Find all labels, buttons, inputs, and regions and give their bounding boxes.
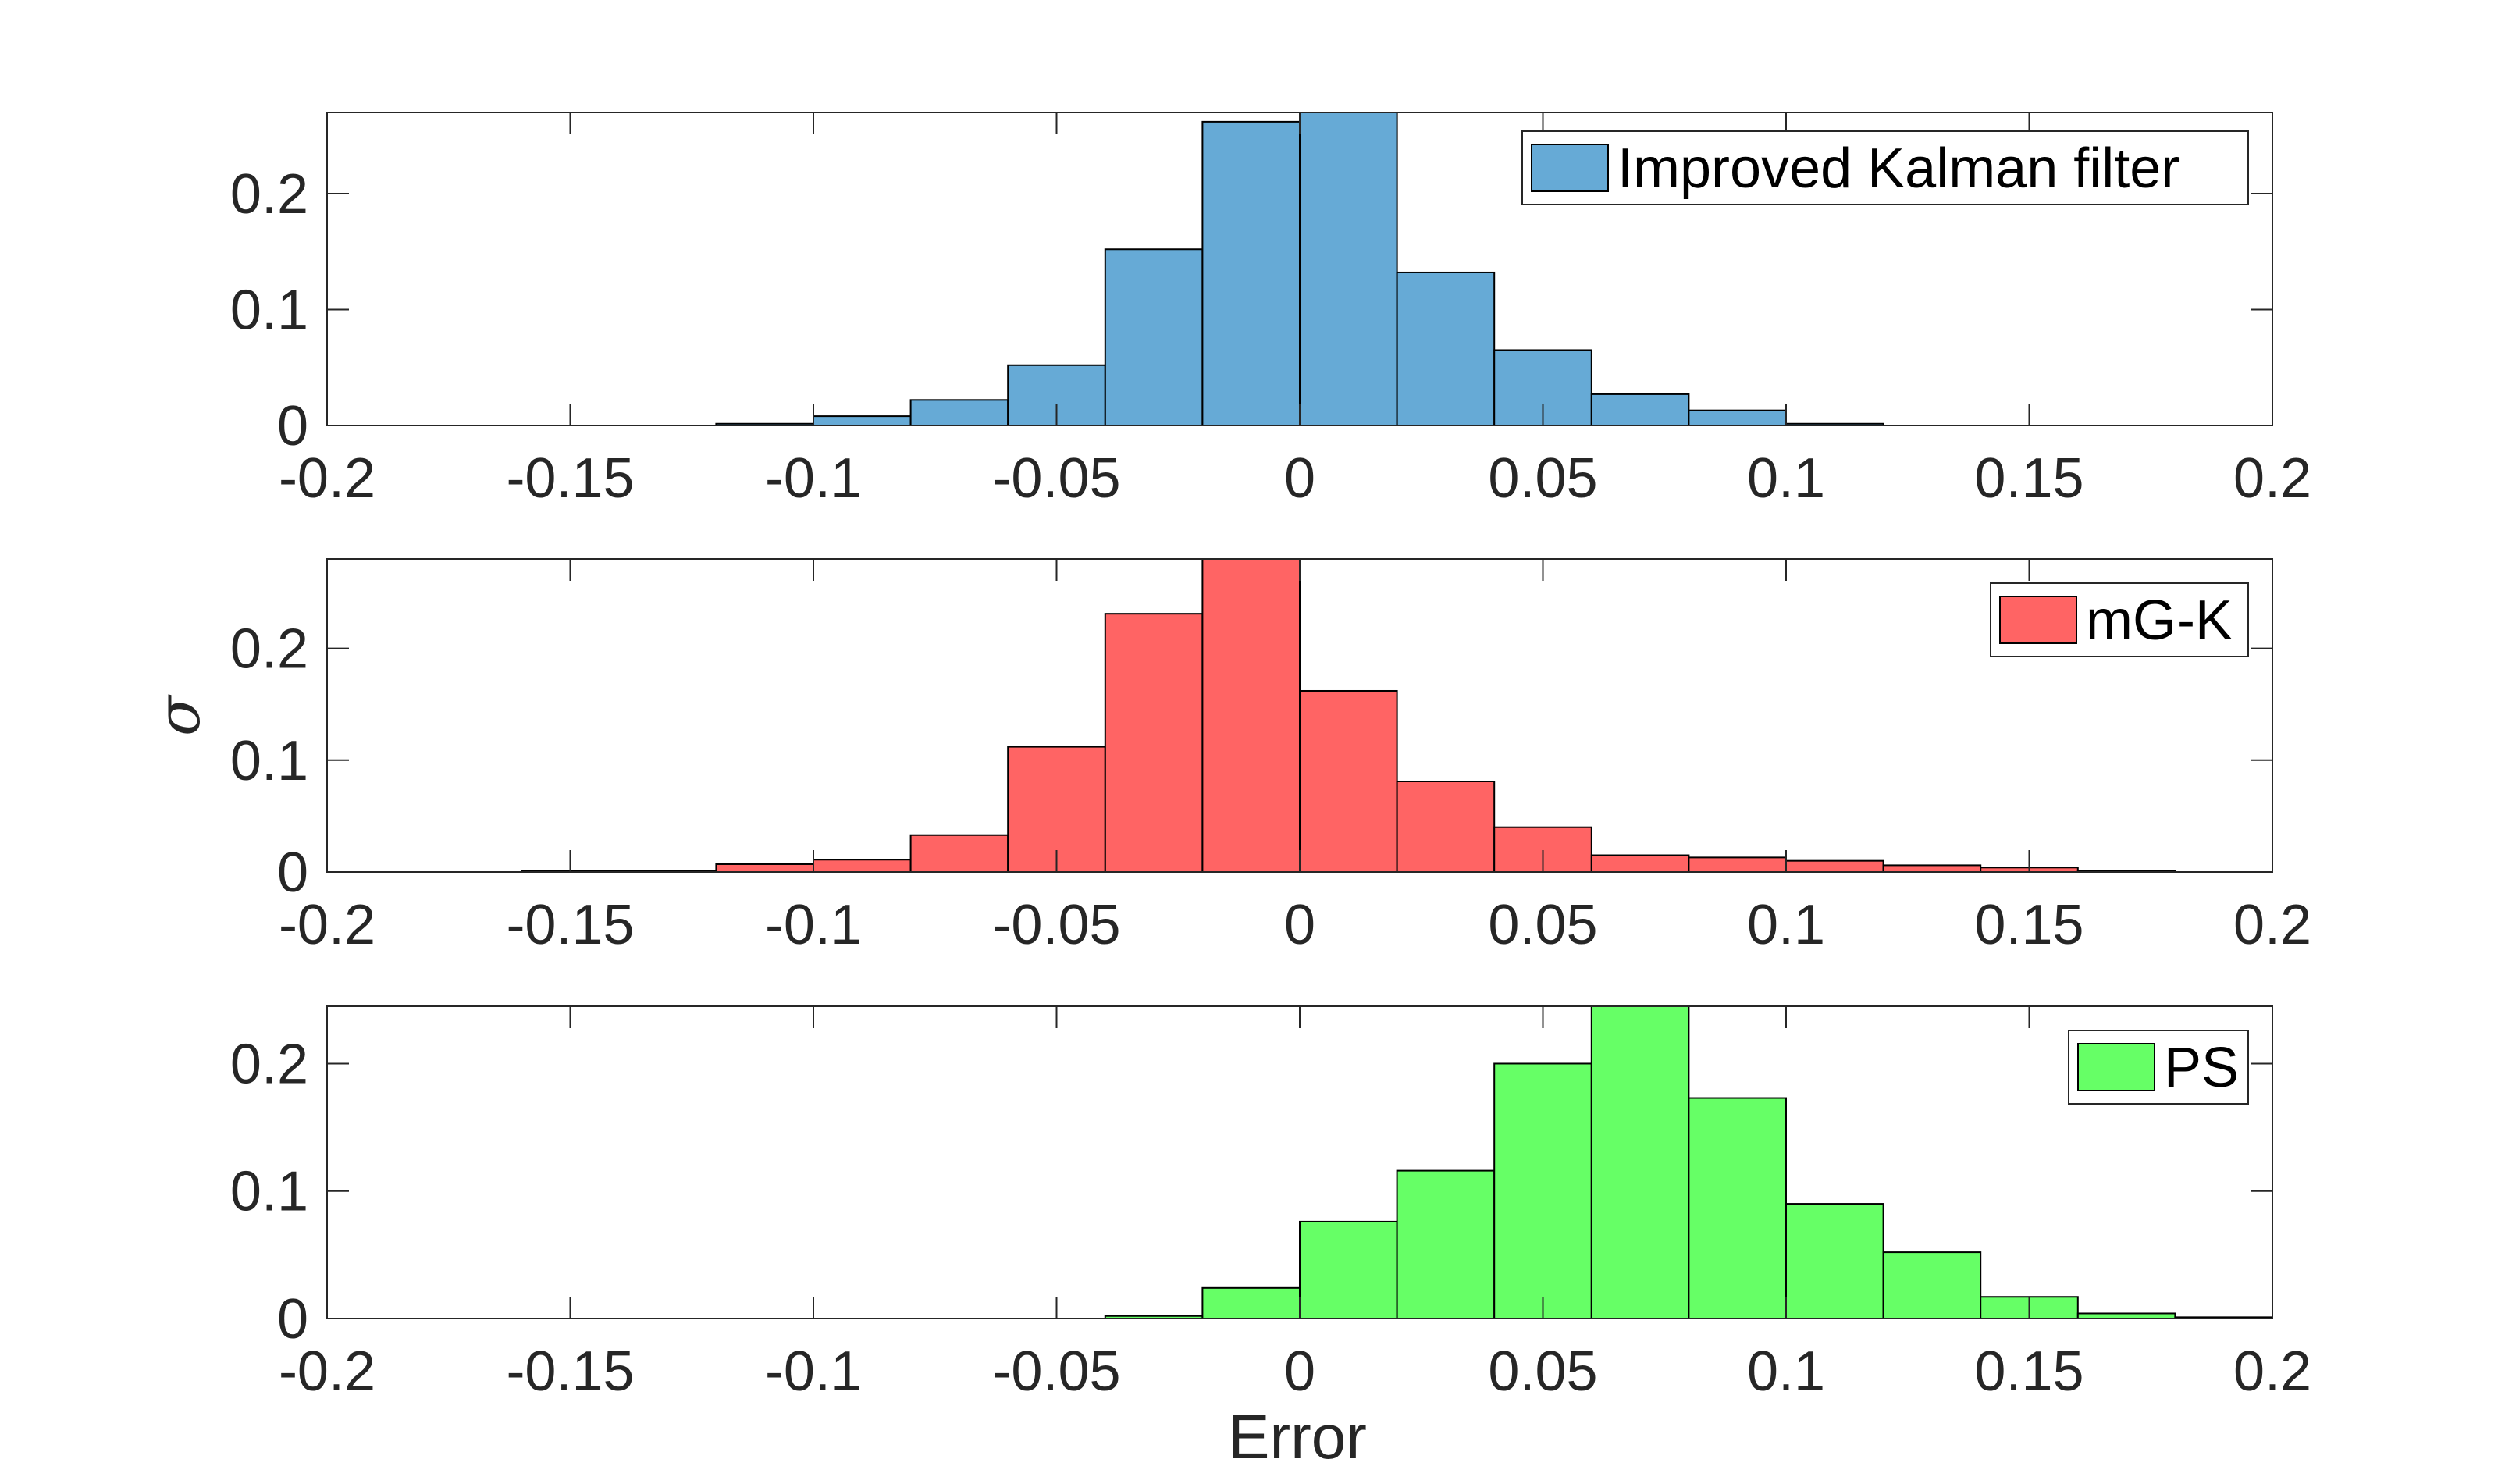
x-tick-label: -0.1: [765, 894, 862, 956]
legend: Improved Kalman filter: [1521, 130, 2249, 205]
x-tick-label: -0.15: [506, 447, 634, 510]
x-tick-label: 0.15: [1974, 1340, 2083, 1403]
x-tick-label: -0.05: [992, 1340, 1120, 1403]
x-tick-label: -0.15: [506, 1340, 634, 1403]
legend-label: PS: [2164, 1037, 2239, 1099]
legend: PS: [2068, 1030, 2249, 1105]
histogram-bar: [1493, 1062, 1592, 1319]
legend-label: Improved Kalman filter: [1617, 137, 2180, 200]
x-axis-label: Error: [1228, 1402, 1367, 1472]
y-tick-label: 0.2: [230, 618, 308, 681]
x-tick-label: 0: [1284, 1340, 1315, 1403]
histogram-bar: [1688, 1097, 1787, 1319]
panel-1: -0.2 -0.15 -0.1 -0.05 0 0.05 0.1 0.15 0.2 0 0.1 0.2…: [230, 112, 2311, 510]
histogram-bar: [813, 859, 912, 874]
x-tick-label: 0: [1284, 894, 1315, 956]
histogram-bar: [1688, 409, 1787, 426]
y-tick-label: 0: [277, 395, 308, 457]
histogram-bar: [1201, 1286, 1301, 1319]
x-tick-label: -0.05: [992, 447, 1120, 510]
legend-swatch: [1531, 144, 1609, 192]
histogram-bar: [1785, 1203, 1884, 1320]
y-tick-label: 0.1: [230, 279, 308, 341]
legend-label: mG-K: [2086, 589, 2233, 652]
panel-3: -0.2 -0.15 -0.1 -0.05 0 0.05 0.1 0.15 0.2 0 0.1 0.2…: [230, 1005, 2311, 1403]
histogram-bar: [1882, 864, 1982, 873]
histogram-bar: [813, 415, 912, 427]
histogram-bar: [1396, 780, 1496, 873]
y-tick-label: 0.1: [230, 730, 308, 792]
histogram-bar: [909, 834, 1009, 873]
histogram-bar: [1590, 1005, 1690, 1319]
x-tick-label: 0.2: [2233, 894, 2311, 956]
legend-swatch: [1999, 596, 2077, 644]
histogram-bar: [1396, 271, 1496, 427]
histogram-bar: [1299, 112, 1398, 426]
histogram-bar: [1688, 856, 1787, 874]
x-tick-label: -0.1: [765, 447, 862, 510]
x-tick-label: 0.05: [1488, 447, 1597, 510]
x-tick-label: -0.15: [506, 894, 634, 956]
histogram-bar: [1104, 613, 1204, 873]
histogram-bar: [1299, 689, 1398, 873]
y-tick-label: 0: [277, 842, 308, 904]
x-tick-label: -0.05: [992, 894, 1120, 956]
histogram-panels: -0.2 -0.15 -0.1 -0.05 0 0.05 0.1 0.15 0.2 0 0.1 0.2…: [230, 112, 2311, 1403]
x-tick-label: 0.2: [2233, 447, 2311, 510]
histogram-bar: [715, 863, 815, 873]
x-tick-label: 0.15: [1974, 894, 2083, 956]
x-tick-label: 0.05: [1488, 1340, 1597, 1403]
histogram-bar: [1396, 1169, 1496, 1320]
histogram-bar: [1785, 859, 1884, 874]
x-tick-label: -0.1: [765, 1340, 862, 1403]
legend-swatch: [2077, 1043, 2155, 1091]
panel-2: -0.2 -0.15 -0.1 -0.05 0 0.05 0.1 0.15 0.2 0 0.1 0.2…: [230, 558, 2311, 956]
y-tick-label: 0.2: [230, 1033, 308, 1095]
x-tick-label: 0.1: [1747, 447, 1825, 510]
histogram-bar: [1201, 558, 1301, 873]
histogram-bar: [1104, 248, 1204, 427]
histogram-bar: [1590, 393, 1690, 426]
legend-box: [1521, 130, 2249, 205]
x-tick-label: 0.1: [1747, 1340, 1825, 1403]
x-tick-label: 0: [1284, 447, 1315, 510]
histogram-bar: [909, 399, 1009, 426]
y-tick-label: 0: [277, 1288, 308, 1351]
x-tick-label: 0.05: [1488, 894, 1597, 956]
y-axis-label: σ: [144, 694, 213, 736]
x-tick-label: 0.15: [1974, 447, 2083, 510]
x-tick-label: -0.2: [279, 1340, 375, 1403]
x-tick-label: 0.1: [1747, 894, 1825, 956]
y-tick-label: 0.2: [230, 163, 308, 226]
histogram-bar: [1299, 1220, 1398, 1319]
histogram-bar: [1201, 120, 1301, 427]
x-tick-label: -0.2: [279, 447, 375, 510]
x-tick-label: -0.2: [279, 894, 375, 956]
y-tick-label: 0.1: [230, 1161, 308, 1223]
x-tick-label: 0.2: [2233, 1340, 2311, 1403]
legend: mG-K: [1990, 582, 2249, 657]
histogram-bar: [1590, 854, 1690, 873]
histogram-bar: [1882, 1251, 1982, 1320]
